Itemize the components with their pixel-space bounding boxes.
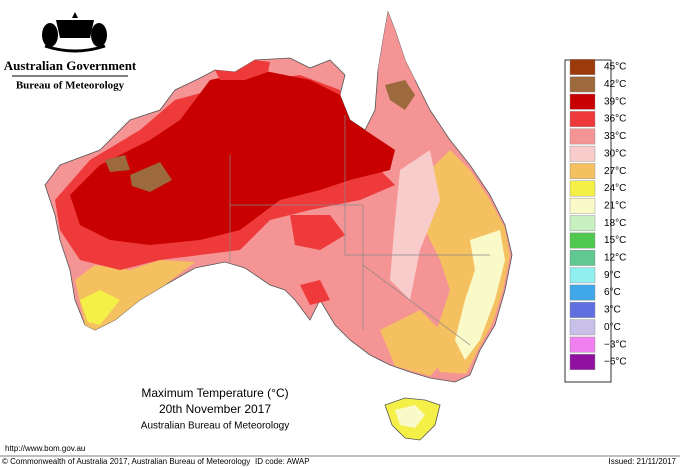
legend-swatch (569, 250, 596, 266)
australia-map (44, 10, 513, 441)
legend-label: 9°C (604, 270, 621, 281)
legend-label: 3°C (604, 305, 621, 316)
bureau-name: Bureau of Meteorology (16, 80, 125, 92)
legend-swatch (569, 163, 596, 179)
legend-label: 42°C (604, 79, 626, 90)
legend-swatch (569, 336, 596, 353)
legend-swatch (569, 354, 596, 370)
legend-swatch (569, 180, 596, 197)
legend-label: 0°C (604, 322, 621, 333)
legend-swatch (569, 302, 596, 318)
legend-swatch (569, 93, 596, 110)
legend-swatch (569, 197, 596, 214)
legend-label: 15°C (604, 235, 626, 246)
id-code: ID code: AWAP (255, 457, 310, 466)
legend-label: 36°C (604, 114, 626, 125)
issued-date: Issued: 21/11/2017 (609, 457, 677, 466)
legend-label: 33°C (604, 131, 626, 142)
legend-swatch (569, 267, 596, 284)
legend-label: −6°C (604, 357, 627, 368)
legend-label: 21°C (604, 200, 626, 211)
legend: 45°C 42°C 39°C 36°C 33°C 30°C 27°C 24°C 21°C 18°C… (569, 59, 627, 370)
legend-swatch (569, 284, 596, 301)
legend-label: −3°C (604, 339, 627, 350)
coat-of-arms (42, 12, 107, 53)
copyright: © Commonwealth of Australia 2017, Austra… (2, 457, 250, 466)
legend-swatch (569, 145, 596, 162)
legend-label: 45°C (604, 62, 626, 73)
legend-swatch (569, 76, 596, 93)
legend-label: 6°C (604, 287, 621, 298)
map-title: Maximum Temperature (°C) (141, 386, 288, 400)
legend-label: 18°C (604, 218, 626, 229)
legend-swatch (569, 128, 596, 145)
government-name: Australian Government (4, 58, 137, 73)
map-agency: Australian Bureau of Meteorology (141, 421, 289, 432)
legend-swatch (569, 111, 596, 127)
legend-swatch (569, 232, 596, 249)
map-date: 20th November 2017 (159, 402, 271, 416)
legend-swatch (569, 59, 596, 75)
url: http://www.bom.gov.au (5, 444, 85, 453)
legend-label: 27°C (604, 166, 626, 177)
legend-label: 24°C (604, 183, 626, 194)
legend-label: 30°C (604, 148, 626, 159)
legend-label: 12°C (604, 253, 626, 264)
legend-label: 39°C (604, 96, 626, 107)
legend-swatch (569, 319, 596, 336)
legend-swatch (569, 215, 596, 232)
